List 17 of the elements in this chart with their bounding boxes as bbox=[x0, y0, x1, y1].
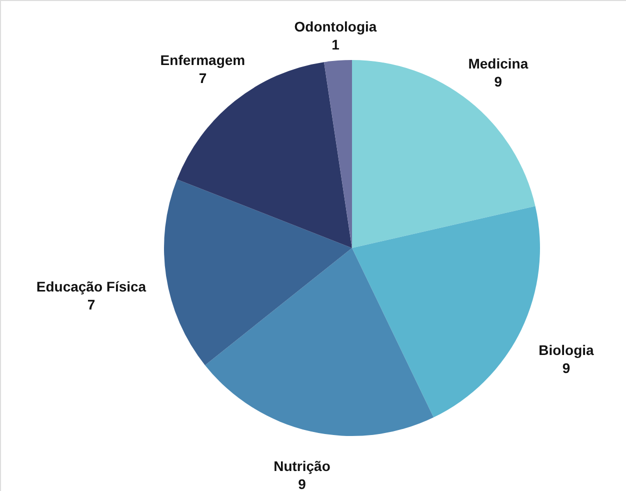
slice-label: Nutrição bbox=[274, 458, 330, 474]
data-label: 7 bbox=[87, 296, 96, 312]
pie-slice bbox=[352, 60, 536, 248]
pie-slice bbox=[324, 60, 352, 248]
pie-slice bbox=[164, 179, 352, 366]
slice-label: Biologia bbox=[538, 342, 594, 358]
pie-slice bbox=[352, 206, 540, 418]
data-label: 9 bbox=[298, 476, 306, 491]
slice-label: Odontologia bbox=[294, 18, 377, 34]
data-label: 9 bbox=[562, 360, 570, 376]
data-label: 1 bbox=[332, 36, 340, 52]
slice-label: Enfermagem bbox=[160, 52, 246, 68]
slice-label: Medicina bbox=[468, 56, 528, 72]
data-label: 9 bbox=[494, 74, 502, 90]
slice-label: Educação Física bbox=[36, 278, 146, 294]
pie-slice bbox=[205, 248, 434, 436]
data-label: 7 bbox=[198, 70, 207, 86]
